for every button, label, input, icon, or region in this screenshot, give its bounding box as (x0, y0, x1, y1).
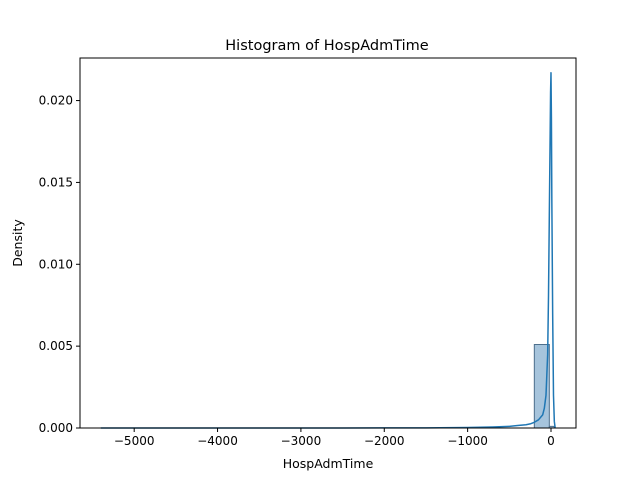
plot-area-frame (79, 57, 577, 429)
x-tick-label: −3000 (281, 434, 322, 448)
y-tick-label: 0.020 (39, 94, 73, 108)
y-axis-label: Density (10, 219, 25, 267)
y-tick-label: 0.000 (39, 421, 73, 435)
x-tick-label: −4000 (197, 434, 238, 448)
y-tick-label: 0.005 (39, 339, 73, 353)
x-axis-label: HospAdmTime (283, 456, 374, 471)
y-tick-label: 0.010 (39, 257, 73, 271)
x-tick-label: −1000 (447, 434, 488, 448)
chart-title: Histogram of HospAdmTime (225, 38, 429, 54)
x-tick-label: −5000 (114, 434, 155, 448)
x-tick-label: −2000 (364, 434, 405, 448)
x-tick-label: 0 (547, 434, 555, 448)
y-tick-label: 0.015 (39, 175, 73, 189)
kde-curve-line (100, 71, 556, 429)
